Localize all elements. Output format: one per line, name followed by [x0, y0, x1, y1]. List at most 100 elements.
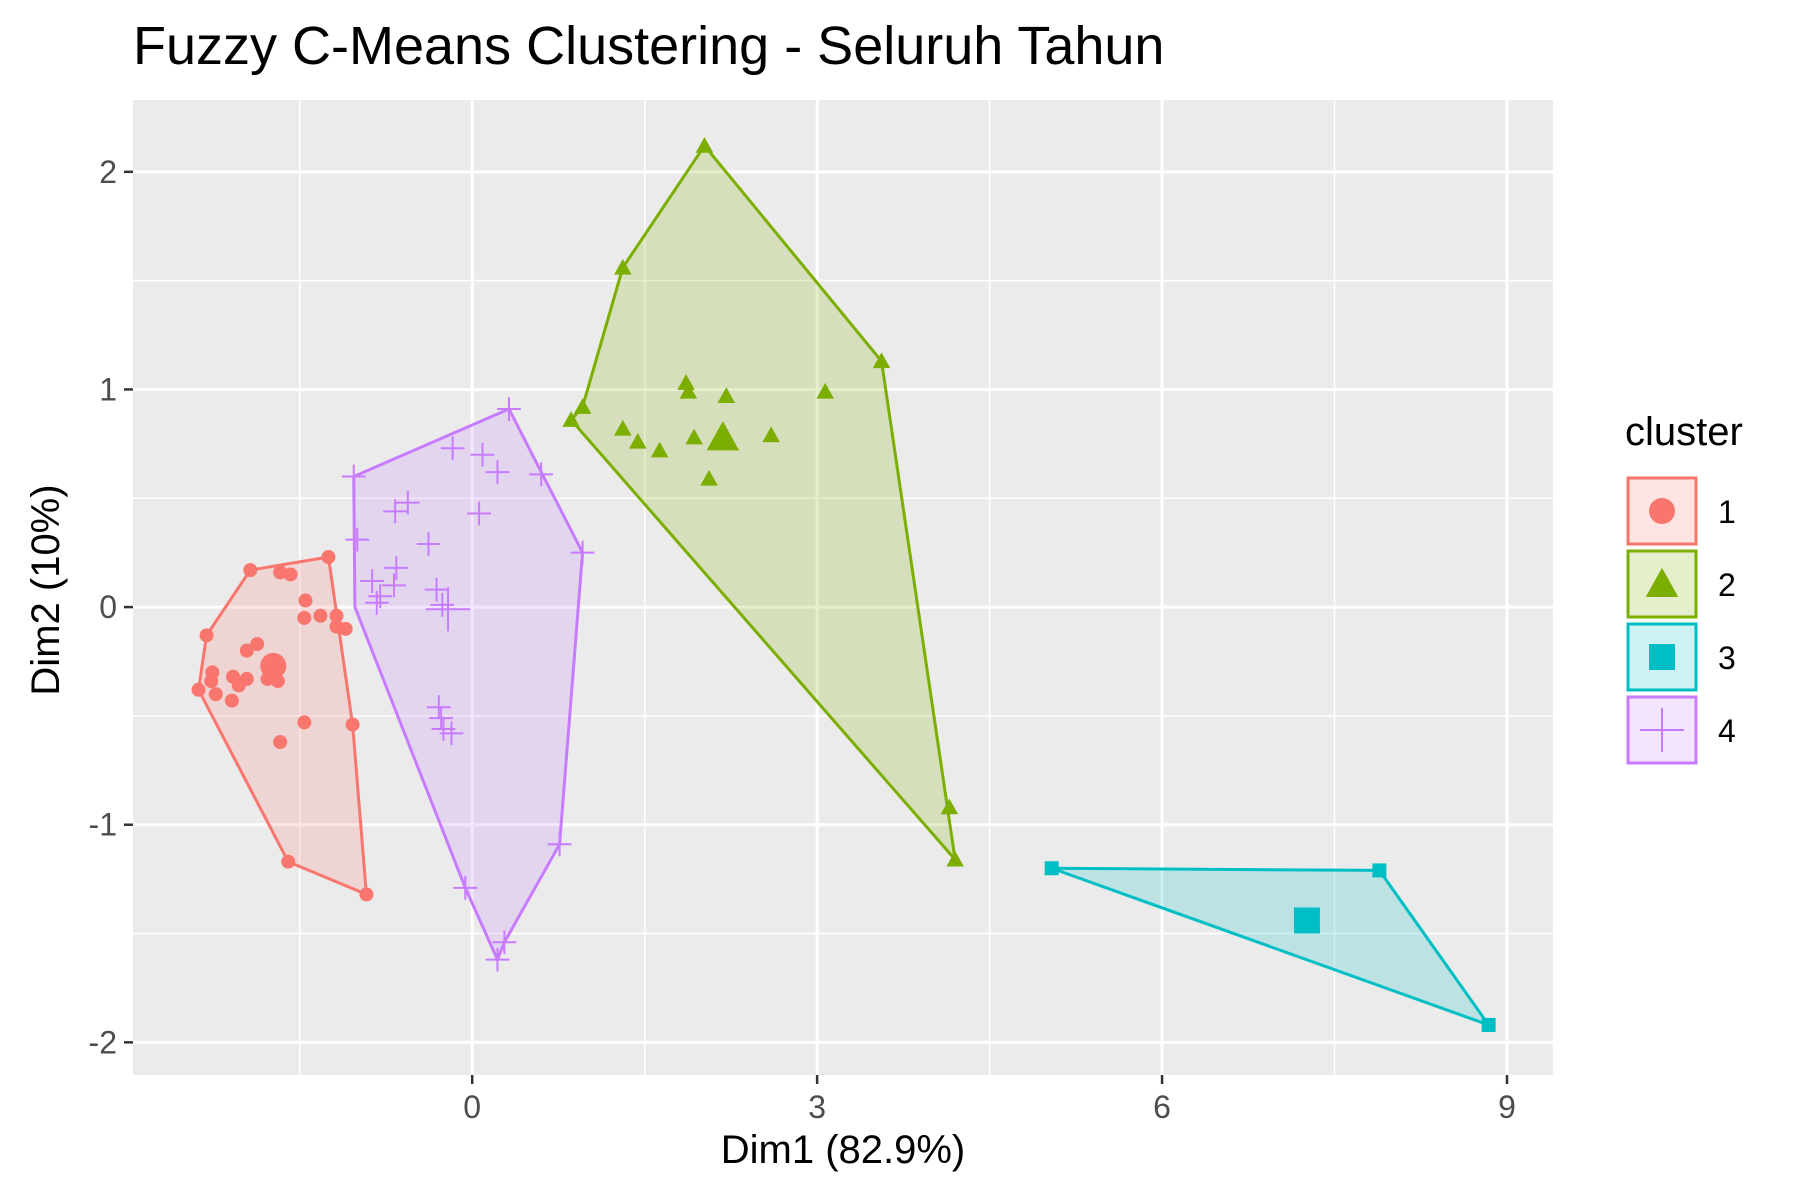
cluster-4-point — [430, 593, 455, 617]
cluster-3-point — [1372, 863, 1387, 878]
cluster-2-point — [573, 398, 592, 414]
x-axis-title: Dim1 (82.9%) — [721, 1128, 966, 1172]
cluster-1-point — [239, 643, 254, 658]
major-gridlines — [133, 100, 1553, 1075]
y-tick-label: 0 — [99, 589, 117, 625]
cluster-1-point — [239, 671, 254, 686]
cluster-2-point — [717, 387, 736, 403]
cluster-1-point — [329, 608, 344, 623]
legend-key-1-symbol — [1649, 498, 1675, 524]
cluster-1-hull — [197, 555, 368, 896]
cluster-1-point — [204, 674, 219, 689]
cluster-2-point — [677, 374, 695, 390]
cluster-3-center — [1293, 907, 1320, 934]
cluster-2-point — [940, 798, 959, 815]
cluster-1-point — [313, 608, 328, 623]
x-axis: 0 3 6 9 — [463, 1075, 1516, 1125]
x-tick-label: 0 — [463, 1089, 481, 1125]
chart-title: Fuzzy C-Means Clustering - Seluruh Tahun — [133, 16, 1164, 76]
cluster-2-point — [762, 426, 780, 443]
y-axis-title: Dim2 (10%) — [24, 484, 68, 695]
cluster-hulls — [197, 144, 1491, 1027]
cluster-3-point — [1044, 861, 1059, 876]
cluster-1-point — [298, 593, 313, 608]
y-tick-label: 1 — [99, 371, 117, 407]
minor-gridlines — [133, 100, 1553, 1075]
legend-title: cluster — [1625, 410, 1743, 454]
cluster-4-point — [384, 556, 409, 580]
cluster-2-point — [685, 428, 703, 445]
cluster-4-point — [440, 436, 465, 461]
cluster-1-point — [338, 621, 353, 636]
cluster-4-point — [485, 947, 510, 972]
cluster-4-point — [439, 721, 464, 746]
x-tick-label: 3 — [808, 1089, 826, 1125]
legend-key-3-symbol — [1649, 644, 1675, 670]
y-tick-label: -2 — [89, 1024, 117, 1060]
cluster-4-point — [470, 442, 495, 467]
cluster-4-point — [360, 569, 385, 593]
cluster-1-point — [243, 563, 258, 578]
cluster-4-point — [424, 577, 449, 602]
cluster-2-point — [816, 382, 834, 399]
cluster-2-point — [614, 419, 632, 436]
y-tick-label: -1 — [89, 807, 117, 843]
cluster-2-center — [706, 421, 740, 451]
legend: cluster 1 2 3 4 — [1625, 410, 1743, 765]
cluster-4-point — [467, 501, 491, 526]
cluster-4-point — [492, 930, 517, 955]
cluster-2-point — [614, 258, 632, 275]
cluster-3-point — [1481, 1017, 1496, 1032]
cluster-4-point — [383, 499, 408, 524]
cluster-2-point — [700, 469, 718, 486]
cluster-4-point — [497, 397, 521, 421]
cluster-1-point — [297, 715, 312, 730]
legend-key-2-symbol — [1645, 567, 1679, 597]
cluster-4-point — [426, 695, 451, 720]
data-points — [191, 136, 1496, 1032]
cluster-1-point — [273, 735, 288, 750]
legend-label-3: 3 — [1718, 640, 1736, 676]
cluster-2-point — [872, 352, 891, 369]
cluster-4-point — [485, 460, 510, 485]
cluster-2-point — [695, 136, 714, 153]
cluster-1-point — [208, 687, 223, 702]
cluster-4-point — [368, 584, 393, 609]
x-tick-label: 9 — [1498, 1089, 1516, 1125]
y-tick-label: 2 — [99, 154, 117, 190]
cluster-4-point — [345, 527, 370, 552]
cluster-2-point — [679, 382, 698, 399]
cluster-4-point — [364, 590, 389, 615]
cluster-1-point — [191, 682, 206, 697]
cluster-4-point — [416, 532, 441, 556]
cluster-1-point — [359, 887, 374, 902]
cluster-1-point — [321, 550, 336, 565]
legend-keys: 1 2 3 4 — [1626, 476, 1736, 765]
cluster-1-point — [297, 610, 312, 625]
legend-label-1: 1 — [1718, 494, 1736, 530]
cluster-3-hull — [1050, 866, 1491, 1027]
cluster-4-point — [429, 706, 454, 730]
legend-label-2: 2 — [1718, 567, 1736, 603]
legend-key-4-symbol — [1639, 707, 1685, 753]
cluster-2-point — [562, 411, 580, 427]
y-axis: -2 -1 0 1 2 — [89, 154, 133, 1060]
cluster-1-point — [283, 567, 298, 582]
cluster-1-point — [224, 693, 239, 708]
cluster-4-point — [395, 490, 420, 515]
cluster-4-point — [341, 464, 366, 489]
cluster-4-point — [570, 540, 595, 565]
cluster-1-point — [250, 637, 265, 652]
cluster-centers — [260, 421, 1320, 934]
cluster-1-center — [260, 652, 287, 679]
cluster-2-point — [650, 441, 669, 458]
cluster-4-point — [547, 832, 572, 857]
x-tick-label: 6 — [1153, 1089, 1171, 1125]
cluster-4-point — [382, 573, 406, 598]
cluster-4-center — [425, 587, 471, 632]
cluster-2-point — [946, 850, 964, 867]
legend-label-4: 4 — [1718, 713, 1736, 749]
cluster-2-point — [629, 432, 647, 449]
